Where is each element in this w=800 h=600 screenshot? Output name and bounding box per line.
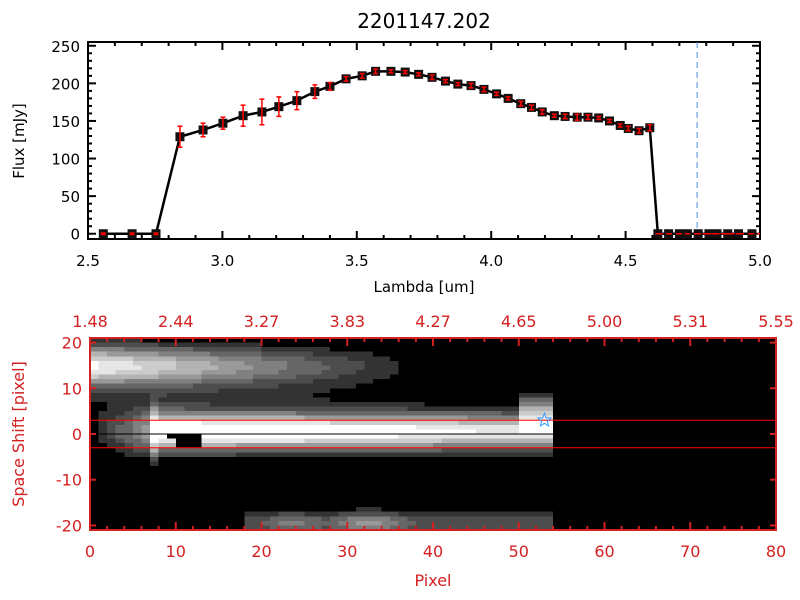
star-marker-icon xyxy=(536,411,553,428)
bottom-y-axis-label: Space Shift [pixel] xyxy=(9,361,28,507)
x-tick-label: 50 xyxy=(509,542,529,561)
x-tick-label: 60 xyxy=(594,542,614,561)
x-tick-label: 30 xyxy=(337,542,357,561)
y-tick-label: 10 xyxy=(62,379,82,398)
y-tick-label: 100 xyxy=(51,151,80,169)
y-tick-label: 150 xyxy=(51,113,80,131)
x-tick-label: 5.0 xyxy=(748,252,772,270)
top-x-tick-label: 5.31 xyxy=(672,312,708,331)
y-tick-label: 0 xyxy=(72,425,82,444)
y-tick-label: 20 xyxy=(62,334,82,353)
x-tick-label: 2.5 xyxy=(76,252,100,270)
x-tick-label: 10 xyxy=(166,542,186,561)
y-tick-label: 50 xyxy=(61,188,80,206)
top-x-tick-label: 4.65 xyxy=(501,312,537,331)
top-x-axis-label: Lambda [um] xyxy=(374,278,475,296)
x-tick-label: 4.5 xyxy=(614,252,638,270)
x-tick-label: 3.0 xyxy=(210,252,234,270)
top-x-tick-label: 3.27 xyxy=(244,312,280,331)
top-x-tick-label: 5.55 xyxy=(758,312,794,331)
top-x-tick-label: 3.83 xyxy=(329,312,365,331)
y-tick-label: 250 xyxy=(51,38,80,56)
x-tick-label: 0 xyxy=(85,542,95,561)
flux-line xyxy=(103,70,752,235)
y-tick-label: -20 xyxy=(56,516,82,535)
top-x-tick-label: 2.44 xyxy=(158,312,194,331)
top-x-tick-label: 1.48 xyxy=(72,312,108,331)
x-tick-label: 3.5 xyxy=(345,252,369,270)
x-tick-label: 4.0 xyxy=(479,252,503,270)
top-x-tick-label: 4.27 xyxy=(415,312,451,331)
top-x-tick-label: 5.00 xyxy=(587,312,623,331)
top-y-axis-label: Flux [mJy] xyxy=(10,103,28,179)
y-tick-label: 200 xyxy=(51,75,80,93)
bottom-x-axis-label: Pixel xyxy=(414,571,451,590)
plot-frame xyxy=(87,41,761,240)
x-tick-label: 70 xyxy=(680,542,700,561)
y-tick-label: -10 xyxy=(56,471,82,490)
x-tick-label: 40 xyxy=(423,542,443,561)
chart-title: 2201147.202 xyxy=(357,9,491,33)
y-tick-label: 0 xyxy=(70,226,80,244)
x-tick-label: 80 xyxy=(766,542,786,561)
x-tick-label: 20 xyxy=(251,542,271,561)
